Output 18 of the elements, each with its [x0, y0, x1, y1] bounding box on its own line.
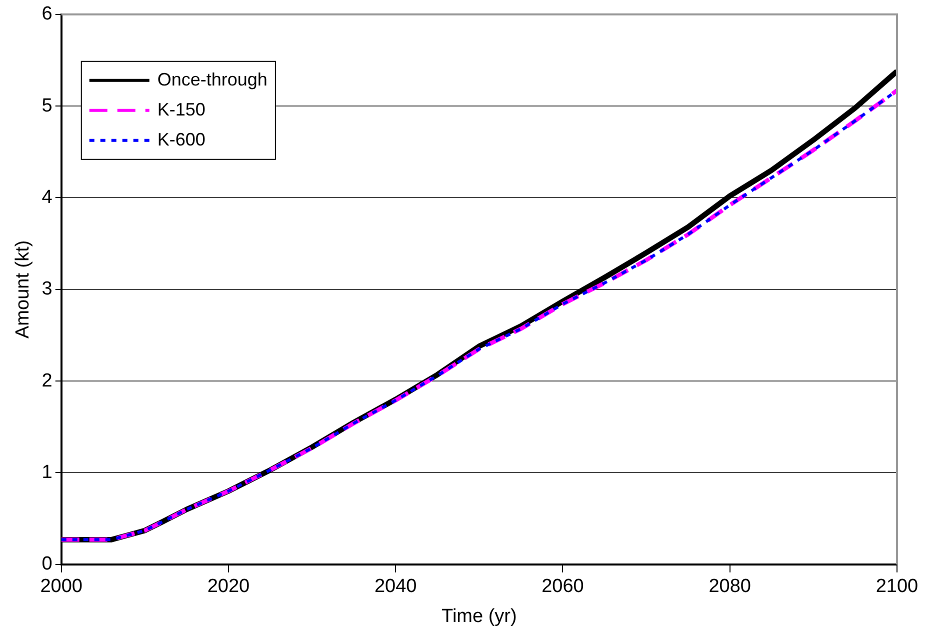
y-tick-label: 4 [42, 186, 53, 208]
y-tick-label: 2 [42, 370, 52, 392]
x-tick-label: 2000 [40, 576, 83, 598]
x-tick-label: 2080 [708, 576, 752, 598]
x-tick-label: 2040 [374, 576, 417, 598]
legend-label: Once-through [157, 69, 268, 90]
y-tick-label: 1 [42, 462, 52, 483]
x-axis-title: Time (yr) [442, 606, 517, 627]
legend-label: K-600 [157, 129, 206, 150]
legend-label: K-150 [157, 99, 206, 120]
y-tick-label: 3 [42, 278, 52, 300]
x-tick-label: 2020 [207, 576, 250, 598]
y-tick-label: 0 [42, 554, 52, 575]
x-tick-label: 2060 [542, 576, 584, 598]
x-tick-label: 2100 [876, 576, 918, 598]
y-tick-label: 6 [42, 4, 52, 25]
y-axis-title: Amount (kt) [12, 240, 34, 338]
y-tick-label: 5 [42, 95, 52, 116]
